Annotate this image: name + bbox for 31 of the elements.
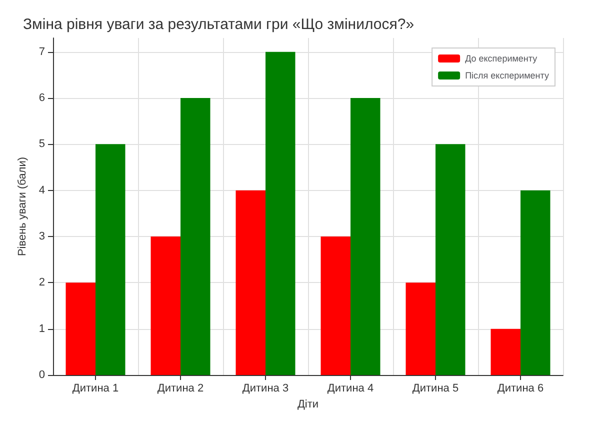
bar: [406, 282, 436, 375]
legend-label: До експерименту: [465, 54, 538, 64]
bar: [350, 98, 380, 375]
bar: [66, 282, 96, 375]
x-tick-label: Дитина 4: [327, 382, 374, 394]
y-axis-title: Рівень уваги (бали): [16, 156, 28, 256]
y-tick-label: 4: [38, 184, 45, 196]
x-tick-label: Дитина 2: [157, 382, 204, 394]
y-tick-label: 7: [38, 46, 45, 58]
y-tick-label: 2: [38, 276, 45, 289]
x-tick-label: Дитина 1: [72, 382, 119, 394]
bar: [96, 144, 126, 375]
x-axis-title: Діти: [297, 398, 319, 410]
bar: [490, 328, 520, 375]
bar: [520, 190, 550, 375]
legend-label: Після експерименту: [465, 70, 550, 80]
bar: [150, 236, 180, 375]
y-tick-label: 5: [38, 138, 45, 150]
x-tick-label: Дитина 5: [412, 382, 459, 394]
x-tick-label: Дитина 6: [497, 382, 544, 394]
y-tick-label: 3: [38, 230, 45, 243]
bar: [436, 144, 466, 375]
bar: [180, 98, 210, 375]
y-tick-label: 6: [38, 92, 45, 104]
chart-title: Зміна рівня уваги за результатами гри «Що змінилося?»: [23, 16, 414, 33]
y-tick-label: 0: [38, 369, 45, 381]
bar: [266, 52, 296, 375]
bar: [320, 236, 350, 375]
x-tick-label: Дитина 3: [242, 382, 289, 394]
y-tick-label: 1: [38, 322, 45, 335]
bar: [236, 190, 266, 375]
